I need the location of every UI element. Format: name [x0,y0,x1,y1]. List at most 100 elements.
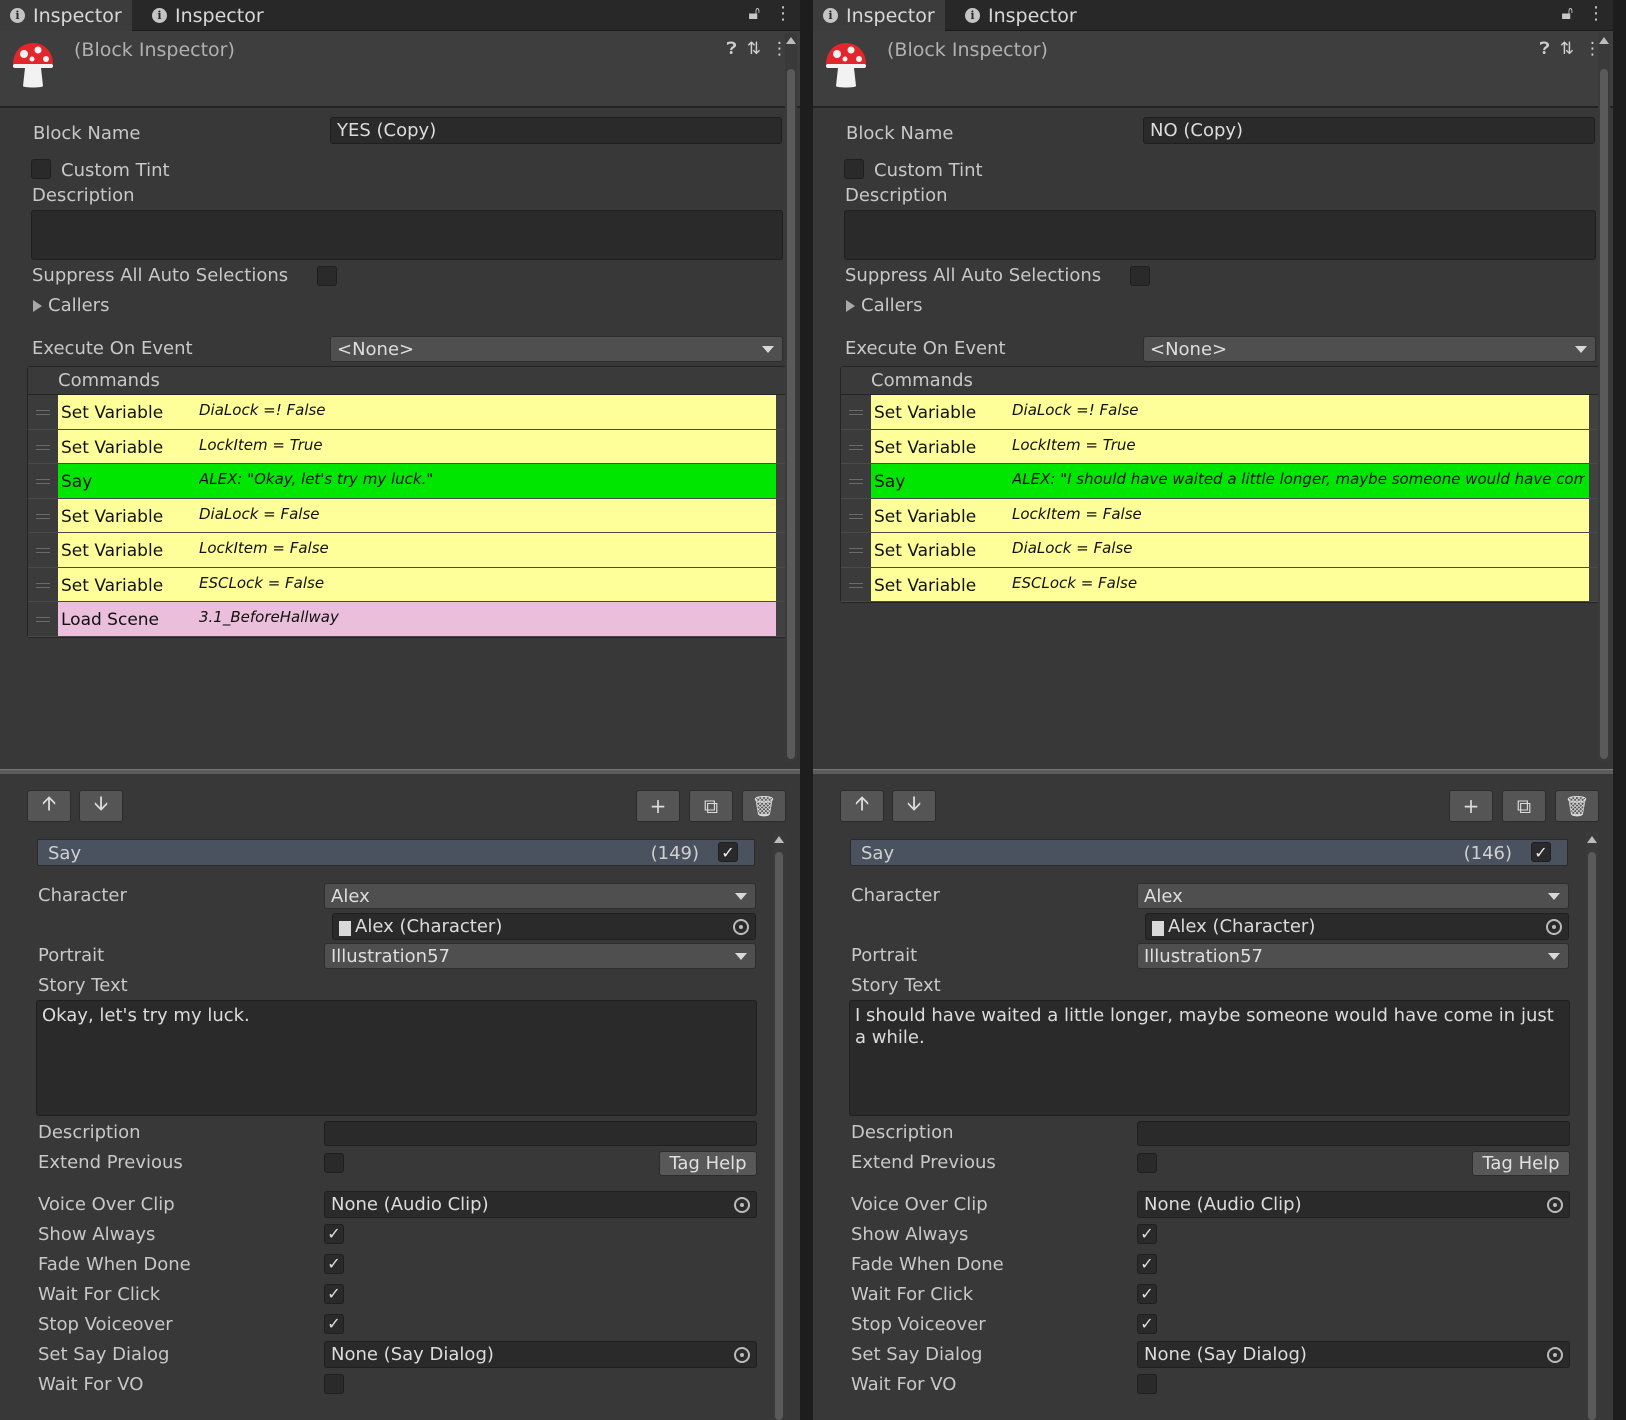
command-row[interactable]: Set Variable DiaLock =! False [28,395,786,430]
drag-handle-icon[interactable] [841,498,871,532]
stop-voiceover-checkbox[interactable]: ✓ [324,1314,344,1334]
command-scrollbar[interactable] [773,832,785,1420]
voice-over-field[interactable]: None (Audio Clip) [1137,1191,1570,1218]
command-row[interactable]: Say ALEX: "Okay, let's try my luck." [28,464,786,499]
block-name-field[interactable]: NO (Copy) [1143,117,1595,144]
command-row[interactable]: Set Variable ESCLock = False [841,567,1599,602]
lock-icon[interactable]: 🔓︎ [1561,3,1573,24]
callers-foldout[interactable]: Callers [846,295,922,316]
drag-handle-icon[interactable] [841,429,871,463]
description-field[interactable] [31,210,783,260]
block-name-field[interactable]: YES (Copy) [330,117,782,144]
say-enabled-checkbox[interactable]: ✓ [1531,842,1551,862]
tag-help-button[interactable]: Tag Help [1472,1151,1570,1176]
command-row[interactable]: Set Variable LockItem = True [28,429,786,464]
say-description-field[interactable] [324,1121,757,1146]
scroll-thumb[interactable] [787,69,795,759]
wait-for-click-checkbox[interactable]: ✓ [324,1284,344,1304]
add-command-button[interactable]: + [1449,790,1493,822]
scroll-up-icon[interactable] [1587,836,1597,843]
kebab-menu-icon[interactable]: ⋮ [1587,3,1605,24]
drag-handle-icon[interactable] [28,498,58,532]
object-picker-icon[interactable] [1547,1346,1563,1363]
drag-handle-icon[interactable] [841,464,871,498]
object-picker-icon[interactable] [733,918,749,935]
inspector-scrollbar[interactable] [785,33,797,761]
drag-handle-icon[interactable] [28,395,58,429]
drag-handle-icon[interactable] [28,602,58,636]
say-description-field[interactable] [1137,1121,1570,1146]
command-scrollbar[interactable] [1586,832,1598,1420]
scroll-up-icon[interactable] [786,37,796,44]
story-text-area[interactable]: Okay, let's try my luck. [36,1000,757,1116]
portrait-dropdown[interactable]: Illustration57 [324,943,756,969]
move-up-button[interactable]: 🡩 [27,790,71,822]
drag-handle-icon[interactable] [28,429,58,463]
help-icon[interactable]: ❓︎ [1539,39,1550,59]
command-row[interactable]: Set Variable LockItem = True [841,429,1599,464]
command-row[interactable]: Set Variable LockItem = False [841,498,1599,533]
extend-previous-checkbox[interactable] [324,1153,344,1173]
delete-command-button[interactable]: 🗑︎ [742,790,786,822]
drag-handle-icon[interactable] [841,567,871,601]
portrait-dropdown[interactable]: Illustration57 [1137,943,1569,969]
description-field[interactable] [844,210,1596,260]
tab-inspector-2[interactable]: i Inspector [142,0,274,31]
voice-over-field[interactable]: None (Audio Clip) [324,1191,757,1218]
character-dropdown[interactable]: Alex [324,883,756,909]
drag-handle-icon[interactable] [841,533,871,567]
character-object-field[interactable]: Alex (Character) [332,913,756,940]
story-text-area[interactable]: I should have waited a little longer, ma… [849,1000,1570,1116]
kebab-menu-icon[interactable]: ⋮ [771,39,788,59]
callers-foldout[interactable]: Callers [33,295,109,316]
drag-handle-icon[interactable] [28,567,58,601]
character-object-field[interactable]: Alex (Character) [1145,913,1569,940]
tab-inspector-1[interactable]: i Inspector [813,0,945,31]
drag-handle-icon[interactable] [28,533,58,567]
duplicate-command-button[interactable]: ⧉ [1502,790,1546,822]
object-picker-icon[interactable] [734,1196,750,1213]
panel-splitter[interactable] [0,769,800,774]
drag-handle-icon[interactable] [28,464,58,498]
move-up-button[interactable]: 🡩 [840,790,884,822]
presets-icon[interactable]: ⇅ [1559,39,1574,59]
custom-tint-checkbox[interactable] [844,159,864,179]
character-dropdown[interactable]: Alex [1137,883,1569,909]
presets-icon[interactable]: ⇅ [746,39,761,59]
fade-when-done-checkbox[interactable]: ✓ [324,1254,344,1274]
suppress-checkbox[interactable] [317,266,337,286]
command-row[interactable]: Set Variable ESCLock = False [28,567,786,602]
object-picker-icon[interactable] [1547,1196,1563,1213]
command-row[interactable]: Set Variable DiaLock = False [841,533,1599,568]
show-always-checkbox[interactable]: ✓ [324,1224,344,1244]
set-say-dialog-field[interactable]: None (Say Dialog) [1137,1341,1570,1368]
command-row[interactable]: Set Variable DiaLock =! False [841,395,1599,430]
drag-handle-icon[interactable] [841,395,871,429]
command-row[interactable]: Set Variable DiaLock = False [28,498,786,533]
kebab-menu-icon[interactable]: ⋮ [1584,39,1601,59]
kebab-menu-icon[interactable]: ⋮ [774,3,792,24]
wait-for-vo-checkbox[interactable] [324,1374,344,1394]
scroll-thumb[interactable] [1600,69,1608,759]
command-row[interactable]: Set Variable LockItem = False [28,533,786,568]
execute-on-event-dropdown[interactable]: <None> [1143,336,1596,362]
scroll-thumb[interactable] [1588,852,1596,1420]
tab-inspector-2[interactable]: i Inspector [955,0,1087,31]
command-row[interactable]: Say ALEX: "I should have waited a little … [841,464,1599,499]
show-always-checkbox[interactable]: ✓ [1137,1224,1157,1244]
execute-on-event-dropdown[interactable]: <None> [330,336,783,362]
fade-when-done-checkbox[interactable]: ✓ [1137,1254,1157,1274]
scroll-up-icon[interactable] [774,836,784,843]
scroll-thumb[interactable] [775,852,783,1420]
set-say-dialog-field[interactable]: None (Say Dialog) [324,1341,757,1368]
move-down-button[interactable]: 🡫 [79,790,123,822]
command-row[interactable]: Load Scene 3.1_BeforeHallway [28,602,786,637]
custom-tint-checkbox[interactable] [31,159,51,179]
panel-splitter[interactable] [813,769,1613,774]
scroll-up-icon[interactable] [1599,37,1609,44]
extend-previous-checkbox[interactable] [1137,1153,1157,1173]
object-picker-icon[interactable] [1546,918,1562,935]
wait-for-vo-checkbox[interactable] [1137,1374,1157,1394]
say-enabled-checkbox[interactable]: ✓ [718,842,738,862]
delete-command-button[interactable]: 🗑︎ [1555,790,1599,822]
